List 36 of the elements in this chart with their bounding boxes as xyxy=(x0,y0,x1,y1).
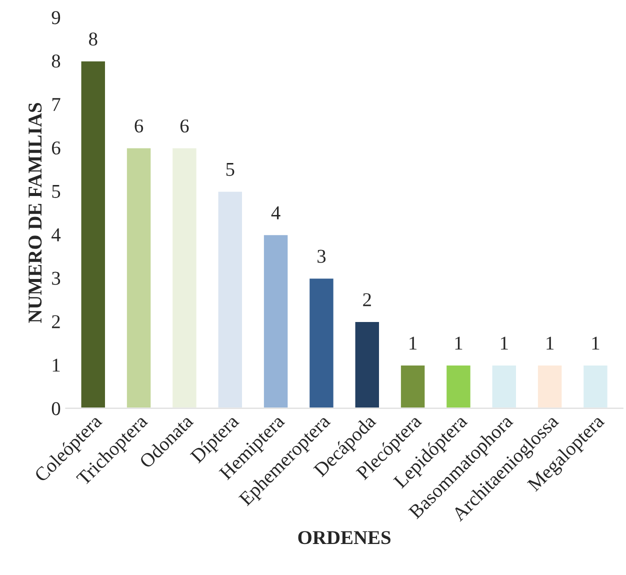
y-tick-label: 6 xyxy=(52,141,60,155)
data-label: 6 xyxy=(180,119,189,133)
bar xyxy=(582,364,609,408)
bar xyxy=(308,277,335,408)
data-label: 4 xyxy=(271,206,280,220)
bar xyxy=(171,146,198,408)
bar xyxy=(354,320,380,408)
y-tick-label: 5 xyxy=(52,185,60,198)
bar xyxy=(400,364,426,408)
data-label: 1 xyxy=(546,336,554,350)
y-tick-label: 3 xyxy=(52,272,60,285)
data-label: 2 xyxy=(363,293,371,306)
y-tick-label: 0 xyxy=(52,402,60,416)
y-tick-label: 4 xyxy=(52,228,61,242)
data-label: 1 xyxy=(410,336,416,350)
bar xyxy=(126,146,152,408)
y-tick-label: 7 xyxy=(52,98,60,111)
data-label: 1 xyxy=(592,336,600,350)
y-tick-label: 1 xyxy=(52,358,60,372)
data-label: 1 xyxy=(455,336,462,350)
bar xyxy=(445,364,472,408)
y-axis-title: NUMERO DE FAMILIAS xyxy=(28,103,42,323)
bar xyxy=(536,364,564,408)
data-label: 5 xyxy=(226,163,234,176)
data-label: 6 xyxy=(134,119,144,133)
x-axis-title: ORDENES xyxy=(298,531,390,544)
y-tick-label: 2 xyxy=(52,315,60,328)
data-label: 1 xyxy=(500,336,508,350)
data-label: 8 xyxy=(89,32,98,46)
bar xyxy=(490,364,518,408)
bar xyxy=(216,190,244,408)
y-tick-label: 9 xyxy=(52,11,60,24)
bar xyxy=(262,234,290,408)
y-tick-label: 8 xyxy=(52,54,60,68)
bar xyxy=(80,60,106,408)
data-label: 3 xyxy=(318,250,326,263)
